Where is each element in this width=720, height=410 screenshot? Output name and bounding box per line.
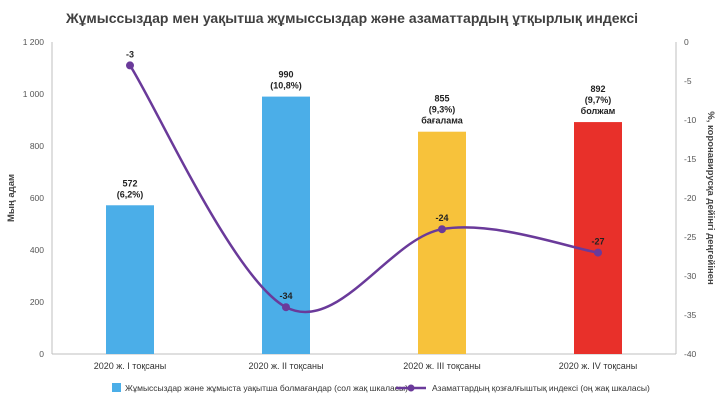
category-labels: 2020 ж. I тоқсаны 2020 ж. II тоқсаны 2020 … xyxy=(94,361,637,371)
line-data-label: -3 xyxy=(126,49,134,59)
bar-data-label: 892 xyxy=(590,84,605,94)
line-point xyxy=(126,61,134,70)
right-tick-label: 0 xyxy=(684,37,689,47)
right-axis-label: %, коронавирусқа дейінгі деңгейінен xyxy=(705,111,716,285)
bar xyxy=(418,131,466,354)
left-tick-label: 0 xyxy=(39,349,44,359)
left-tick-label: 400 xyxy=(30,245,44,255)
bar-data-labels: 572(6,2%) 990(10,8%) 855(9,3%)бағалама 892(… xyxy=(117,70,616,200)
right-tick-label: -10 xyxy=(684,115,697,125)
line-series: -3 -34 -24 -27 xyxy=(126,49,605,314)
bar-data-label: (9,7%) xyxy=(585,95,612,105)
category-label: 2020 ж. IV тоқсаны xyxy=(559,361,637,371)
right-tick-label: -30 xyxy=(684,271,697,281)
bar-data-label: (10,8%) xyxy=(270,81,302,91)
category-label: 2020 ж. III тоқсаны xyxy=(403,361,480,371)
line-data-label: -24 xyxy=(435,213,448,223)
category-label: 2020 ж. II тоқсаны xyxy=(249,361,324,371)
line-series-path xyxy=(128,64,599,314)
bar-data-label: бағалама xyxy=(421,116,464,126)
bar-data-label: (6,2%) xyxy=(117,189,144,199)
left-tick-label: 1 000 xyxy=(23,89,45,99)
right-tick-label: -5 xyxy=(684,76,692,86)
left-tick-label: 200 xyxy=(30,297,44,307)
bar xyxy=(574,122,622,354)
right-tick-label: -35 xyxy=(684,310,697,320)
left-axis: 0 200 400 600 800 1 000 1 200 xyxy=(23,37,676,359)
right-tick-label: -40 xyxy=(684,349,697,359)
legend: Жұмыссыздар және жұмыста уақытша болмаға… xyxy=(112,383,650,393)
bar xyxy=(106,205,154,354)
line-data-label: -34 xyxy=(279,291,292,301)
legend-line-label: Азаматтардың қозғалғыштық индексі (оң жа… xyxy=(432,383,650,393)
left-tick-label: 1 200 xyxy=(23,37,45,47)
bar-data-label: 855 xyxy=(434,94,449,104)
legend-line-marker xyxy=(407,384,415,392)
left-tick-label: 600 xyxy=(30,193,44,203)
bar-data-label: болжам xyxy=(581,106,616,116)
left-axis-label: Мың адам xyxy=(6,174,17,222)
bar-data-label: 572 xyxy=(122,178,137,188)
bar-data-label: 990 xyxy=(278,70,293,80)
bar-series xyxy=(106,96,622,354)
line-data-label: -27 xyxy=(591,237,604,247)
bar-data-label: (9,3%) xyxy=(429,105,456,115)
bar xyxy=(262,96,310,354)
right-tick-label: -25 xyxy=(684,232,697,242)
right-tick-label: -20 xyxy=(684,193,697,203)
legend-bar-label: Жұмыссыздар және жұмыста уақытша болмаға… xyxy=(125,383,408,393)
line-point xyxy=(282,303,290,312)
right-axis: 0 -5 -10 -15 -20 -25 -30 -35 -40 xyxy=(675,37,697,359)
chart-title: Жұмыссыздар мен уақытша жұмыссыздар және… xyxy=(65,10,638,26)
left-tick-label: 800 xyxy=(30,141,44,151)
line-point xyxy=(438,225,446,234)
legend-bar-swatch xyxy=(112,383,121,392)
right-tick-label: -15 xyxy=(684,154,697,164)
category-label: 2020 ж. I тоқсаны xyxy=(94,361,166,371)
line-point xyxy=(594,248,602,257)
